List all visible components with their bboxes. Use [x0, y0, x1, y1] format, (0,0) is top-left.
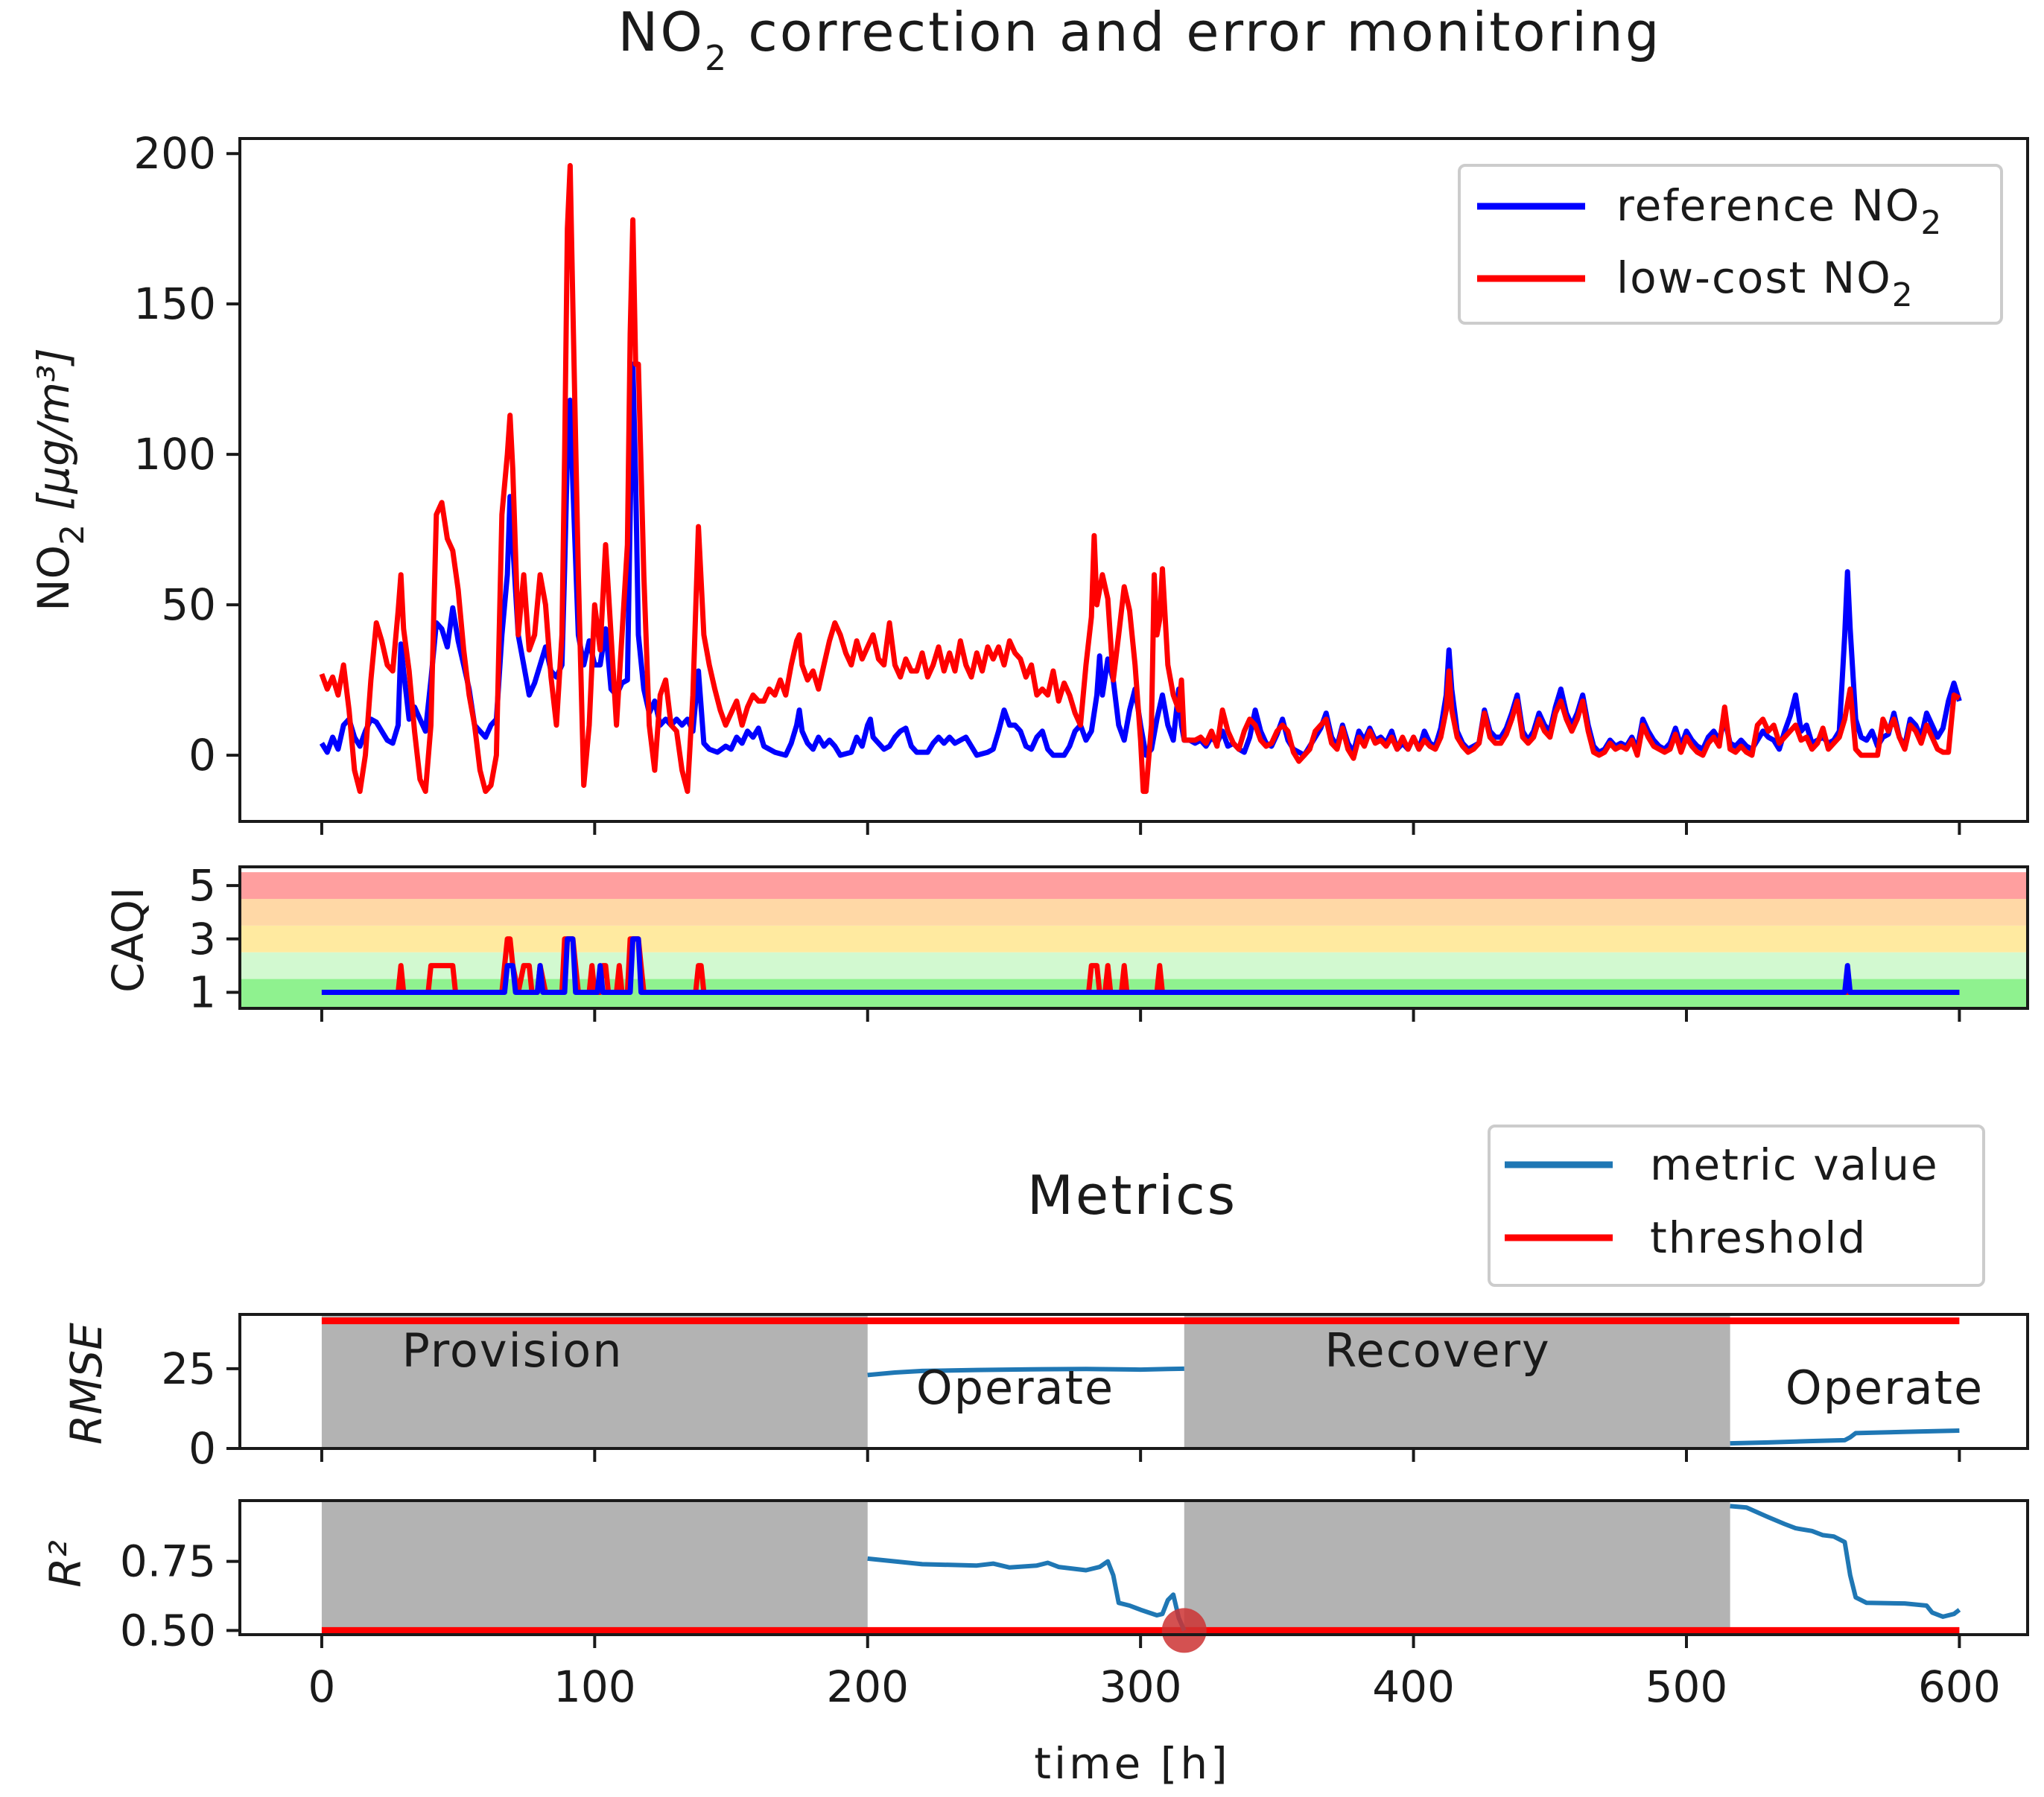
- r2-xtick-label: 300: [1099, 1661, 1182, 1712]
- figure-title: NO2 correction and error monitoring: [618, 1, 1662, 78]
- no2-series-group: [319, 162, 1962, 795]
- no2-y-ticks: 0 50 100 150 200: [133, 128, 240, 780]
- caqi-panel: 135 CAQI: [103, 860, 2029, 1022]
- r2-phase-shade: [321, 1501, 868, 1635]
- caqi-band-5: [240, 872, 2028, 900]
- no2-ytick-label: 100: [133, 429, 216, 480]
- rmse-plot-frame: [238, 1313, 2029, 1450]
- x-axis-label: time [h]: [1034, 1738, 1231, 1789]
- no2-ytick-label: 50: [161, 579, 216, 630]
- r2-phase-shade: [1184, 1501, 1730, 1635]
- r2-metric-line: [867, 1556, 1187, 1632]
- rmse-metric-line: [867, 1366, 1184, 1378]
- r2-panel: 0.50 0.75 0 100 200 300 400 500 600 R² time [h]: [40, 1499, 2029, 1789]
- r2-xtick-label: 600: [1918, 1661, 2001, 1712]
- lowcost-no2-line: [319, 162, 1961, 795]
- reference-caqi-line: [321, 936, 1960, 995]
- rmse-x-ticks: [320, 1448, 1961, 1462]
- caqi-band-3: [240, 925, 2028, 952]
- rmse-y-axis-label: RMSE: [61, 1323, 112, 1445]
- rmse-metric-line: [1730, 1428, 1960, 1446]
- metrics-legend: metric value threshold: [1488, 1125, 1985, 1287]
- phase-operate-label: Operate: [916, 1361, 1114, 1415]
- no2-ytick-label: 0: [188, 730, 216, 780]
- legend-threshold-label: threshold: [1650, 1212, 1867, 1263]
- caqi-series-group: [321, 936, 1960, 995]
- caqi-ytick-label: 1: [188, 967, 216, 1017]
- no2-plot-frame: [238, 137, 2029, 823]
- no2-x-ticks: [320, 821, 1961, 835]
- rmse-series-group: [321, 1317, 1960, 1446]
- caqi-y-axis-label: CAQI: [103, 887, 153, 993]
- r2-alarm-marker: [1161, 1608, 1207, 1653]
- r2-ytick-label: 0.50: [120, 1605, 216, 1656]
- no2-panel: 0 50 100 150 200 NO2 [μg/m³] reference NO2 l…: [28, 128, 2029, 835]
- no2-legend: reference NO2 low-cost NO2: [1458, 164, 2003, 325]
- legend-metric-value-label: metric value: [1650, 1139, 1939, 1190]
- caqi-ytick-label: 3: [188, 914, 216, 964]
- r2-xtick-label: 0: [308, 1661, 335, 1712]
- legend-reference-label: reference NO2: [1616, 180, 1943, 242]
- caqi-ytick-label: 5: [188, 860, 216, 911]
- no2-y-axis-label: NO2 [μg/m³]: [28, 348, 92, 611]
- no2-legend-box: [1458, 164, 2003, 325]
- caqi-y-ticks: 135: [188, 860, 240, 1017]
- phase-recovery-label: Recovery: [1324, 1323, 1550, 1378]
- r2-x-ticks: 0 100 200 300 400 500 600: [308, 1635, 2001, 1712]
- r2-y-ticks: 0.50 0.75: [120, 1536, 240, 1656]
- r2-metric-line: [1730, 1504, 1961, 1619]
- caqi-band-4: [240, 899, 2028, 926]
- rmse-panel: Provision Operate Recovery Operate 0 25 R…: [61, 1313, 2029, 1474]
- r2-xtick-label: 200: [826, 1661, 909, 1712]
- r2-xtick-label: 400: [1372, 1661, 1455, 1712]
- r2-plot-frame: [238, 1499, 2029, 1636]
- no2-ytick-label: 150: [133, 279, 216, 329]
- r2-series-group: [321, 1504, 1961, 1653]
- r2-xtick-label: 100: [553, 1661, 636, 1712]
- phase-provision-label: Provision: [402, 1323, 623, 1378]
- metrics-title: Metrics: [1027, 1164, 1237, 1227]
- rmse-phase-shading: [321, 1314, 1730, 1448]
- rmse-ytick-label: 0: [188, 1423, 216, 1474]
- r2-y-axis-label: R²: [40, 1540, 91, 1588]
- phase-operate-2-label: Operate: [1786, 1361, 1984, 1415]
- rmse-phase-shade: [1184, 1314, 1730, 1448]
- rmse-y-ticks: 0 25: [161, 1343, 240, 1474]
- rmse-ytick-label: 25: [161, 1343, 216, 1394]
- rmse-phase-shade: [321, 1314, 868, 1448]
- caqi-x-ticks: [320, 1008, 1961, 1022]
- r2-xtick-label: 500: [1645, 1661, 1728, 1712]
- legend-lowcost-label: low-cost NO2: [1616, 252, 1914, 314]
- no2-ytick-label: 200: [133, 128, 216, 179]
- r2-phase-shading: [321, 1501, 1730, 1635]
- r2-ytick-label: 0.75: [120, 1536, 216, 1587]
